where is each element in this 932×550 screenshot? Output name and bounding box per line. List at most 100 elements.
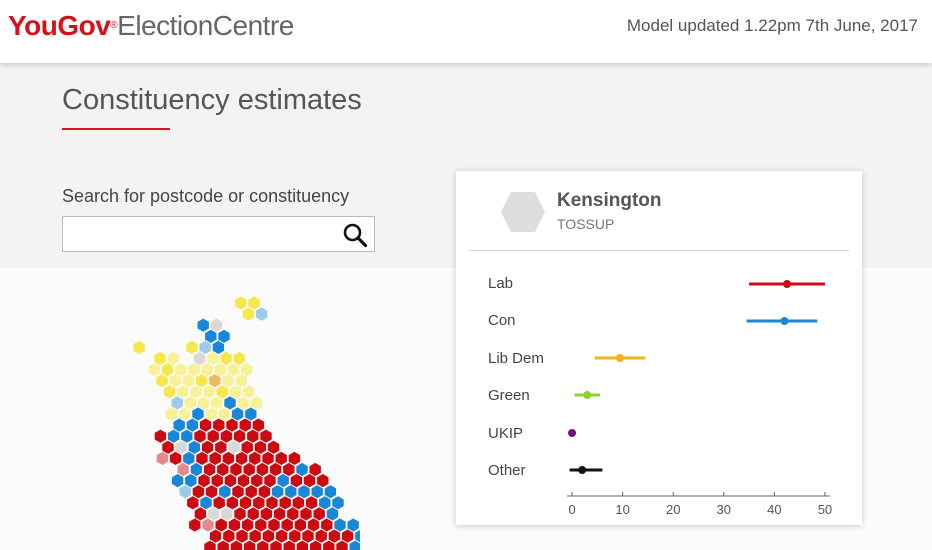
- constituency-hex[interactable]: [283, 462, 295, 477]
- constituency-hex[interactable]: [243, 385, 255, 399]
- constituency-hex[interactable]: [201, 440, 214, 454]
- constituency-hex[interactable]: [281, 518, 293, 532]
- constituency-hex[interactable]: [199, 340, 211, 354]
- constituency-hex[interactable]: [245, 407, 257, 421]
- search-icon[interactable]: [342, 222, 368, 248]
- constituency-hex[interactable]: [209, 374, 221, 388]
- constituency-hex[interactable]: [197, 396, 210, 410]
- constituency-hex[interactable]: [319, 496, 331, 510]
- constituency-hex[interactable]: [171, 396, 183, 410]
- constituency-hex[interactable]: [245, 485, 257, 499]
- constituency-hex[interactable]: [175, 440, 187, 454]
- constituency-hex[interactable]: [334, 518, 346, 532]
- constituency-hex[interactable]: [186, 340, 198, 354]
- constituency-hex-map[interactable]: [100, 290, 360, 550]
- constituency-hex[interactable]: [262, 451, 274, 465]
- constituency-hex[interactable]: [207, 429, 219, 443]
- constituency-hex[interactable]: [215, 440, 227, 454]
- constituency-hex[interactable]: [207, 351, 219, 366]
- constituency-hex[interactable]: [247, 507, 259, 521]
- constituency-hex[interactable]: [194, 507, 207, 521]
- constituency-hex[interactable]: [167, 351, 179, 366]
- constituency-hex[interactable]: [235, 451, 248, 465]
- constituency-hex[interactable]: [148, 363, 161, 377]
- constituency-hex[interactable]: [177, 462, 189, 477]
- constituency-hex[interactable]: [249, 529, 261, 543]
- constituency-hex[interactable]: [213, 418, 225, 432]
- constituency-hex[interactable]: [232, 485, 244, 499]
- constituency-hex[interactable]: [289, 529, 301, 543]
- constituency-hex[interactable]: [241, 518, 254, 532]
- constituency-hex[interactable]: [203, 462, 216, 477]
- constituency-hex[interactable]: [237, 396, 249, 410]
- constituency-hex[interactable]: [349, 540, 361, 550]
- constituency-hex[interactable]: [249, 451, 261, 465]
- constituency-hex[interactable]: [239, 496, 252, 510]
- constituency-hex[interactable]: [302, 529, 314, 543]
- constituency-hex[interactable]: [201, 363, 213, 377]
- constituency-hex[interactable]: [242, 307, 255, 321]
- constituency-hex[interactable]: [215, 518, 227, 532]
- constituency-hex[interactable]: [252, 418, 265, 432]
- constituency-hex[interactable]: [177, 385, 189, 399]
- constituency-hex[interactable]: [181, 429, 193, 443]
- constituency-hex[interactable]: [247, 429, 259, 443]
- constituency-hex[interactable]: [241, 440, 253, 454]
- search-input[interactable]: [63, 217, 333, 251]
- constituency-hex[interactable]: [303, 474, 316, 488]
- constituency-hex[interactable]: [222, 374, 234, 388]
- constituency-hex[interactable]: [224, 396, 236, 410]
- constituency-hex[interactable]: [210, 318, 223, 332]
- constituency-hex[interactable]: [270, 540, 282, 550]
- constituency-hex[interactable]: [175, 363, 187, 377]
- constituency-hex[interactable]: [195, 374, 208, 388]
- constituency-hex[interactable]: [218, 407, 231, 421]
- constituency-hex[interactable]: [273, 507, 286, 521]
- constituency-hex[interactable]: [235, 374, 247, 388]
- constituency-hex[interactable]: [231, 407, 244, 421]
- constituency-hex[interactable]: [221, 507, 233, 521]
- constituency-hex[interactable]: [189, 518, 201, 532]
- constituency-hex[interactable]: [283, 540, 295, 550]
- constituency-hex[interactable]: [204, 540, 216, 550]
- constituency-hex[interactable]: [256, 462, 269, 477]
- constituency-hex[interactable]: [154, 351, 166, 366]
- constituency-hex[interactable]: [173, 418, 185, 432]
- constituency-hex[interactable]: [190, 462, 203, 477]
- constituency-hex[interactable]: [300, 507, 312, 521]
- constituency-hex[interactable]: [184, 396, 197, 410]
- constituency-hex[interactable]: [254, 440, 267, 454]
- constituency-hex[interactable]: [315, 529, 327, 543]
- constituency-hex[interactable]: [133, 340, 145, 354]
- yougov-logo[interactable]: YouGov®ElectionCentre: [8, 10, 294, 42]
- constituency-hex[interactable]: [298, 485, 310, 499]
- constituency-hex[interactable]: [243, 540, 256, 550]
- constituency-hex[interactable]: [296, 540, 309, 550]
- constituency-hex[interactable]: [218, 329, 230, 343]
- constituency-hex[interactable]: [235, 296, 247, 310]
- constituency-hex[interactable]: [326, 507, 339, 521]
- constituency-hex[interactable]: [199, 418, 212, 432]
- constituency-hex[interactable]: [267, 440, 280, 454]
- constituency-hex[interactable]: [154, 429, 167, 443]
- constituency-hex[interactable]: [224, 474, 237, 488]
- constituency-hex[interactable]: [169, 374, 181, 388]
- constituency-hex[interactable]: [162, 440, 174, 454]
- constituency-hex[interactable]: [355, 529, 360, 543]
- constituency-hex[interactable]: [211, 396, 223, 410]
- constituency-hex[interactable]: [223, 529, 235, 543]
- constituency-hex[interactable]: [257, 540, 269, 550]
- constituency-hex[interactable]: [255, 518, 267, 532]
- constituency-hex[interactable]: [200, 496, 212, 510]
- constituency-hex[interactable]: [209, 529, 222, 543]
- constituency-hex[interactable]: [307, 518, 320, 532]
- constituency-hex[interactable]: [216, 385, 229, 399]
- constituency-hex[interactable]: [197, 318, 209, 332]
- constituency-hex[interactable]: [227, 363, 240, 377]
- constituency-hex[interactable]: [236, 529, 248, 543]
- constituency-hex[interactable]: [243, 462, 255, 477]
- constituency-hex[interactable]: [163, 385, 176, 399]
- constituency-hex[interactable]: [203, 385, 215, 399]
- constituency-hex[interactable]: [171, 474, 184, 488]
- constituency-hex[interactable]: [156, 374, 168, 388]
